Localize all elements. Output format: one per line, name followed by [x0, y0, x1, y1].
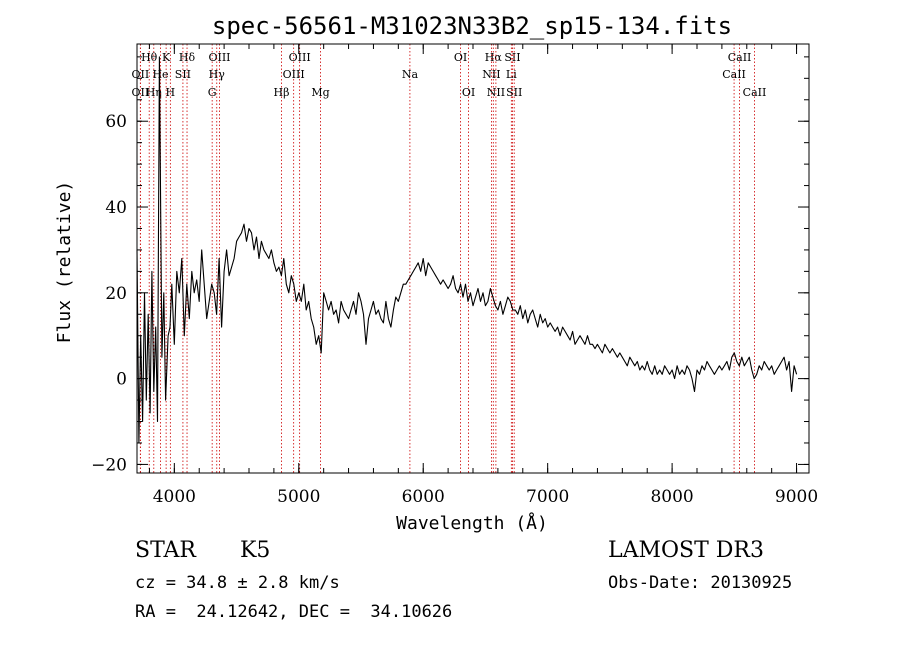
x-tick-label: 9000	[775, 487, 818, 507]
line-marker-label-10: Hγ	[209, 68, 226, 81]
line-marker-label-4: K	[162, 51, 171, 64]
chart-title: spec-56561-M31023N33B2_sp15-134.fits	[212, 12, 732, 40]
line-marker-label-27: CaII	[743, 86, 767, 99]
x-tick-label: 7000	[526, 487, 569, 507]
y-tick-label: 20	[105, 284, 127, 304]
y-axis-label: Flux (relative)	[54, 181, 75, 344]
line-marker-label-17: OI	[454, 51, 467, 64]
y-tick-label: −20	[91, 455, 127, 475]
line-marker-label-19: Hα	[485, 51, 503, 64]
line-marker-label-5: He	[152, 68, 168, 81]
object-subclass: K5	[240, 538, 271, 563]
coordinates-readout: RA = 24.12642, DEC = 34.10626	[135, 602, 453, 622]
line-marker-label-1: OII	[132, 68, 150, 81]
line-marker-label-25: CaII	[728, 51, 752, 64]
line-marker-label-7: Hδ	[179, 51, 196, 64]
x-axis-label: Wavelength (Å)	[396, 512, 548, 534]
y-tick-label: 0	[116, 370, 127, 390]
line-marker-label-23: Li	[506, 68, 517, 81]
y-tick-label: 40	[105, 198, 127, 218]
redshift-readout: cz = 34.8 ± 2.8 km/s	[135, 573, 340, 593]
line-marker-label-24: SII	[506, 86, 522, 99]
line-marker-label-21: NII	[487, 86, 505, 99]
line-marker-label-6: H	[166, 86, 176, 99]
line-marker-label-9: OIII	[208, 51, 230, 64]
line-marker-label-22: SII	[504, 51, 520, 64]
x-tick-label: 6000	[402, 487, 445, 507]
line-marker-label-2: OII	[132, 86, 150, 99]
line-marker-label-8: SII	[175, 68, 191, 81]
y-axis: −20 0 20 40 60	[91, 56, 809, 475]
y-tick-label: 60	[105, 112, 127, 132]
line-marker-label-11: G	[208, 86, 217, 99]
plot-frame	[136, 43, 810, 474]
line-marker-label-12: OIII	[289, 51, 311, 64]
x-tick-label: 5000	[277, 487, 320, 507]
observation-date: Obs-Date: 20130925	[608, 573, 793, 593]
line-marker-label-3: Hη	[146, 86, 162, 99]
line-marker-label-13: OIII	[283, 68, 305, 81]
line-marker-label-16: Na	[402, 68, 419, 81]
line-marker-label-0: Hθ	[141, 51, 158, 64]
line-marker-label-14: Hβ	[274, 86, 290, 99]
x-axis: 4000 5000 6000 7000 8000 9000	[148, 44, 818, 507]
survey-name: LAMOST DR3	[608, 538, 764, 563]
object-class: STAR	[135, 538, 196, 563]
spectrum-series	[136, 56, 798, 444]
line-marker-label-26: CaII	[722, 68, 746, 81]
spectrum-line	[136, 56, 798, 444]
line-marker-label-15: Mg	[311, 86, 329, 99]
line-marker-label-18: OI	[462, 86, 475, 99]
line-marker-label-20: NII	[482, 68, 500, 81]
x-tick-label: 4000	[153, 487, 196, 507]
x-tick-label: 8000	[650, 487, 693, 507]
